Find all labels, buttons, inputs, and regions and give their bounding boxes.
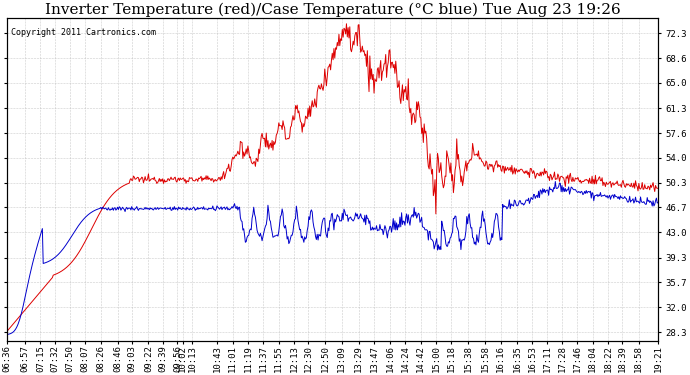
- Text: Copyright 2011 Cartronics.com: Copyright 2011 Cartronics.com: [10, 28, 155, 37]
- Title: Inverter Temperature (red)/Case Temperature (°C blue) Tue Aug 23 19:26: Inverter Temperature (red)/Case Temperat…: [45, 3, 620, 17]
